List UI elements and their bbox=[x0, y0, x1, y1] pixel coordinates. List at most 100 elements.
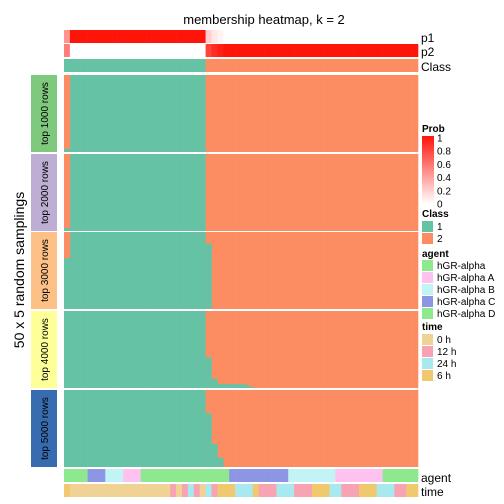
agent-cell bbox=[117, 469, 124, 482]
annotation-cell-class bbox=[93, 59, 100, 72]
annotation-cell-class bbox=[341, 59, 348, 72]
row-group-bar-2 bbox=[31, 154, 57, 231]
membership-cell bbox=[311, 390, 318, 467]
legend-agent-label: hGR-alpha D bbox=[437, 309, 495, 320]
membership-cell bbox=[246, 390, 254, 467]
time-cell bbox=[170, 484, 177, 497]
membership-cell bbox=[317, 390, 324, 467]
annotation-cell-class bbox=[146, 59, 153, 72]
membership-cell bbox=[400, 154, 407, 231]
membership-cell bbox=[75, 232, 82, 309]
membership-cell bbox=[370, 390, 377, 467]
membership-cell bbox=[276, 390, 283, 467]
membership-cell bbox=[305, 390, 313, 467]
legend-agent-swatch bbox=[422, 272, 433, 283]
membership-cell bbox=[105, 75, 112, 152]
agent-cell bbox=[134, 469, 141, 482]
annotation-cell-class bbox=[205, 59, 212, 72]
annotation-cell-p1 bbox=[294, 30, 301, 43]
annotation-cell-class bbox=[193, 59, 200, 72]
time-cell bbox=[388, 484, 395, 497]
annotation-cell-class bbox=[300, 59, 307, 72]
membership-cell bbox=[264, 311, 271, 388]
membership-cell bbox=[359, 75, 366, 152]
annotation-cell-p1 bbox=[170, 30, 177, 43]
membership-cell bbox=[105, 390, 112, 467]
membership-cell bbox=[382, 75, 389, 152]
time-cell bbox=[158, 484, 165, 497]
time-cell bbox=[205, 484, 212, 497]
membership-cell bbox=[105, 154, 112, 231]
membership-cell bbox=[376, 311, 383, 388]
annotation-cell-p2 bbox=[258, 44, 265, 57]
membership-cell bbox=[329, 75, 336, 152]
agent-cell bbox=[75, 469, 82, 482]
annotation-cell-class bbox=[382, 59, 389, 72]
membership-cell bbox=[252, 311, 259, 388]
membership-cell bbox=[376, 232, 383, 309]
membership-cell bbox=[241, 232, 248, 309]
agent-cell bbox=[341, 469, 348, 482]
annotation-cell-p1 bbox=[276, 30, 283, 43]
annotation-cell-class bbox=[199, 59, 206, 72]
membership-cell bbox=[75, 390, 82, 467]
annotation-cell-p1 bbox=[394, 30, 401, 43]
membership-cell bbox=[87, 232, 94, 309]
membership-cell bbox=[246, 232, 254, 309]
y-axis-label: 50 x 5 random samplings bbox=[11, 192, 27, 348]
row-group-bar-1 bbox=[31, 75, 57, 152]
membership-cell bbox=[111, 232, 118, 309]
membership-cell bbox=[69, 154, 77, 231]
agent-cell bbox=[140, 469, 147, 482]
membership-cell bbox=[117, 390, 124, 467]
annotation-cell-p1 bbox=[235, 30, 242, 43]
membership-cell bbox=[370, 311, 377, 388]
membership-cell bbox=[288, 75, 295, 152]
membership-cell bbox=[164, 154, 171, 231]
membership-cell bbox=[111, 154, 118, 231]
annotation-cell-p2 bbox=[223, 44, 230, 57]
annotation-cell-class bbox=[81, 59, 88, 72]
membership-cell bbox=[229, 232, 236, 309]
membership-cell bbox=[341, 232, 348, 309]
membership-cell bbox=[69, 311, 77, 388]
membership-cell bbox=[229, 311, 236, 388]
membership-cell bbox=[217, 311, 224, 388]
agent-cell bbox=[176, 469, 183, 482]
membership-cell bbox=[75, 154, 82, 231]
annotation-cell-p2 bbox=[305, 44, 313, 57]
agent-cell bbox=[164, 469, 171, 482]
annotation-cell-p2 bbox=[117, 44, 124, 57]
time-cell bbox=[128, 484, 136, 497]
time-cell bbox=[341, 484, 348, 497]
annotation-cell-p1 bbox=[205, 30, 212, 43]
legend-time-swatch bbox=[422, 346, 433, 357]
annotation-cell-p1 bbox=[229, 30, 236, 43]
membership-cell-deviation bbox=[211, 378, 218, 388]
membership-cell bbox=[99, 390, 106, 467]
legend-class-label-2: 2 bbox=[437, 234, 443, 245]
annotation-cell-class bbox=[211, 59, 218, 72]
membership-cell bbox=[164, 390, 171, 467]
agent-cell bbox=[270, 469, 277, 482]
agent-cell bbox=[69, 469, 77, 482]
time-cell bbox=[164, 484, 171, 497]
membership-cell bbox=[223, 311, 230, 388]
membership-cell bbox=[170, 390, 177, 467]
membership-cell bbox=[282, 75, 289, 152]
membership-cell bbox=[264, 232, 271, 309]
membership-cell bbox=[199, 311, 206, 388]
membership-cell bbox=[211, 154, 218, 231]
annotation-cell-class bbox=[364, 59, 372, 72]
annotation-cell-p2 bbox=[182, 44, 189, 57]
annotation-cell-p2 bbox=[270, 44, 277, 57]
membership-cell bbox=[241, 311, 248, 388]
annotation-cell-p2 bbox=[400, 44, 407, 57]
agent-cell bbox=[123, 469, 130, 482]
annotation-cell-p2 bbox=[412, 44, 419, 57]
annotation-cell-p2 bbox=[388, 44, 395, 57]
membership-cell bbox=[123, 390, 130, 467]
annotation-cell-class bbox=[276, 59, 283, 72]
membership-cell-deviation bbox=[64, 75, 71, 149]
membership-cell bbox=[93, 154, 100, 231]
